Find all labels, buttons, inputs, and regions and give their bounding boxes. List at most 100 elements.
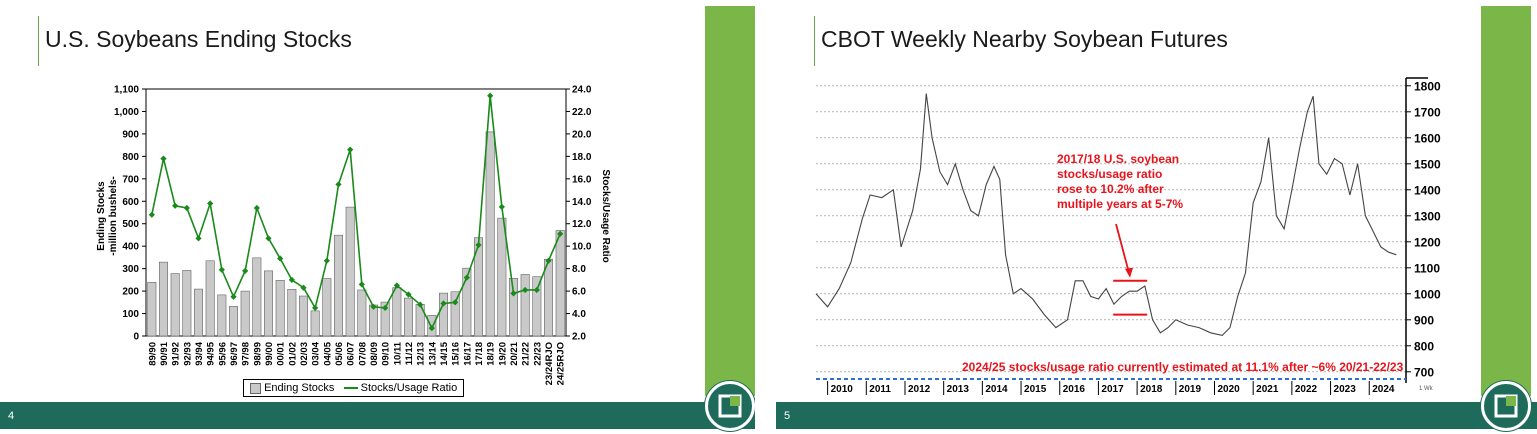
ratio-point [405, 291, 412, 298]
ratio-point [522, 286, 529, 294]
x-tick-label: 20/21 [509, 341, 520, 365]
stocks-bar [229, 306, 239, 337]
ratio-point [172, 202, 179, 209]
x-tick-label: 10/11 [392, 341, 403, 365]
y-tick-label: 900 [1414, 313, 1434, 327]
y-axis-label-right: Stocks/Usage Ratio [600, 169, 611, 262]
x-tick-label: 21/22 [521, 342, 532, 366]
stocks-bar [298, 295, 308, 337]
y-tick-label: 600 [122, 197, 139, 208]
ratio-point [300, 284, 307, 291]
y-tick-label: 1000 [1414, 287, 1441, 301]
y-tick-label: 900 [122, 129, 139, 140]
price-line [815, 93, 1397, 337]
annotation-main-line: multiple years at 5-7% [1057, 197, 1183, 211]
y-tick-label: 1200 [1414, 235, 1441, 249]
y-tick-label: 200 [122, 287, 139, 298]
y-tick-label: 400 [122, 242, 139, 253]
y-tick-label: 1,000 [114, 107, 139, 118]
stocks-bar [275, 280, 285, 337]
y2-tick-label: 8.0 [572, 264, 586, 275]
x-tick-label: 2014 [985, 384, 1008, 395]
x-tick-label: 98/99 [252, 342, 263, 366]
stocks-bar [287, 288, 297, 337]
stocks-bar [263, 270, 273, 337]
x-tick-label: 12/13 [416, 342, 427, 366]
y-tick-label: 1700 [1414, 105, 1441, 119]
stocks-bar [345, 206, 355, 337]
stocks-bar [380, 301, 390, 337]
stocks-bar [555, 230, 565, 337]
green-side-bar [1481, 6, 1531, 396]
y2-tick-label: 2.0 [572, 332, 586, 343]
ratio-point [207, 200, 214, 207]
ratio-point [183, 204, 190, 212]
x-tick-label: 24/25RJO [556, 342, 567, 385]
ratio-point [242, 267, 249, 274]
ratio-point [370, 303, 377, 310]
ratio-point [148, 211, 155, 218]
y2-tick-label: 12.0 [572, 219, 592, 230]
annotation-main-line: stocks/usage ratio [1057, 167, 1162, 181]
ratio-point [335, 181, 342, 188]
ratio-point [533, 286, 540, 294]
ratio-point [277, 255, 284, 262]
x-tick-label: 2011 [869, 384, 891, 395]
y2-tick-label: 10.0 [572, 242, 592, 253]
x-tick-label: 2013 [947, 384, 970, 395]
annotation-arrow [1115, 223, 1130, 274]
logo-mark-icon [1494, 394, 1518, 418]
stocks-bar [333, 234, 343, 337]
stocks-bar [147, 282, 157, 337]
ratio-point [440, 300, 447, 307]
y-tick-label: 500 [122, 219, 139, 230]
y2-tick-label: 20.0 [572, 129, 592, 140]
stocks-bar [170, 273, 180, 337]
y-tick-label: 1400 [1414, 183, 1441, 197]
slide-title: U.S. Soybeans Ending Stocks [45, 26, 352, 52]
stocks-bar [532, 276, 542, 337]
stocks-bar [392, 287, 402, 337]
x-tick-label: 02/03 [299, 342, 310, 366]
y-tick-label: 700 [122, 174, 139, 185]
stocks-bar [182, 270, 192, 337]
x-tick-label: 97/98 [241, 342, 252, 366]
stocks-bar [520, 274, 530, 337]
y2-tick-label: 6.0 [572, 287, 586, 298]
y-tick-label: 1600 [1414, 131, 1441, 145]
y-axis-label-left: Ending Stocks-million bushels- [96, 176, 119, 255]
ratio-point [312, 304, 319, 312]
y-tick-label: 300 [122, 264, 139, 275]
x-tick-label: 99/00 [264, 342, 275, 366]
x-tick-label: 95/96 [217, 342, 228, 366]
annotation-main-line: rose to 10.2% after [1057, 182, 1164, 196]
x-tick-label: 89/90 [147, 342, 158, 366]
x-tick-label: 2012 [908, 384, 931, 395]
stocks-bar [438, 292, 448, 337]
stocks-bar [462, 267, 472, 337]
x-tick-label: 2023 [1334, 384, 1357, 395]
y2-tick-label: 16.0 [572, 174, 592, 185]
y-tick-label: 1,100 [114, 85, 139, 96]
x-tick-label: 07/08 [357, 342, 368, 366]
stocks-bar [357, 289, 367, 337]
x-tick-label: 08/09 [369, 342, 380, 366]
ratio-point [323, 257, 330, 264]
stocks-bar [205, 260, 215, 337]
title-accent-line [38, 16, 39, 66]
x-tick-label: 2024 [1372, 384, 1395, 395]
y-tick-label: 1500 [1414, 157, 1441, 171]
company-logo [705, 381, 755, 431]
chart-legend: Ending Stocks Stocks/Usage Ratio [243, 379, 465, 397]
x-tick-label: 90/91 [159, 341, 170, 365]
annotation-main-line: 2017/18 U.S. soybean [1057, 152, 1179, 166]
x-tick-label: 00/01 [276, 341, 287, 365]
slide-title: CBOT Weekly Nearby Soybean Futures [821, 26, 1228, 52]
x-tick-label: 23/24RJO [544, 342, 555, 385]
y2-tick-label: 4.0 [572, 309, 586, 320]
stocks-bar [450, 291, 460, 337]
x-tick-label: 01/02 [287, 342, 298, 366]
stocks-bar [403, 297, 413, 337]
y-tick-label: 800 [122, 152, 139, 163]
x-tick-label: 93/94 [194, 341, 205, 365]
